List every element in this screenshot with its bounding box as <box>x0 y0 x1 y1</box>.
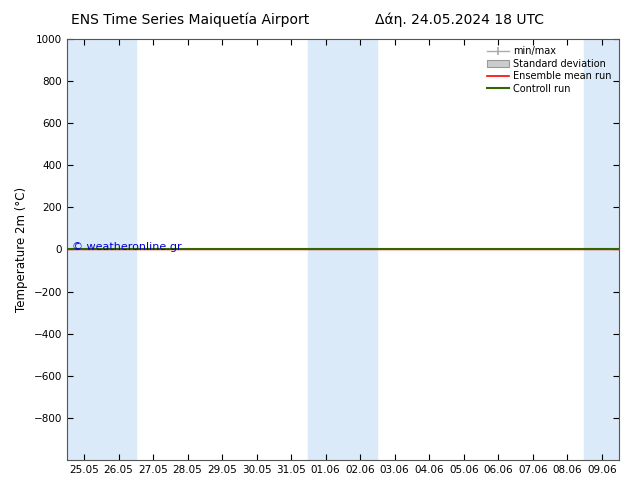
Bar <box>67 39 101 460</box>
Bar <box>343 39 377 460</box>
Text: © weatheronline.gr: © weatheronline.gr <box>72 242 182 252</box>
Text: Δάη. 24.05.2024 18 UTC: Δάη. 24.05.2024 18 UTC <box>375 12 544 27</box>
Bar <box>308 39 343 460</box>
Legend: min/max, Standard deviation, Ensemble mean run, Controll run: min/max, Standard deviation, Ensemble me… <box>484 44 614 97</box>
Text: ENS Time Series Maiquetía Airport: ENS Time Series Maiquetía Airport <box>71 12 309 27</box>
Bar <box>585 39 619 460</box>
Y-axis label: Temperature 2m (°C): Temperature 2m (°C) <box>15 187 28 312</box>
Bar <box>101 39 136 460</box>
